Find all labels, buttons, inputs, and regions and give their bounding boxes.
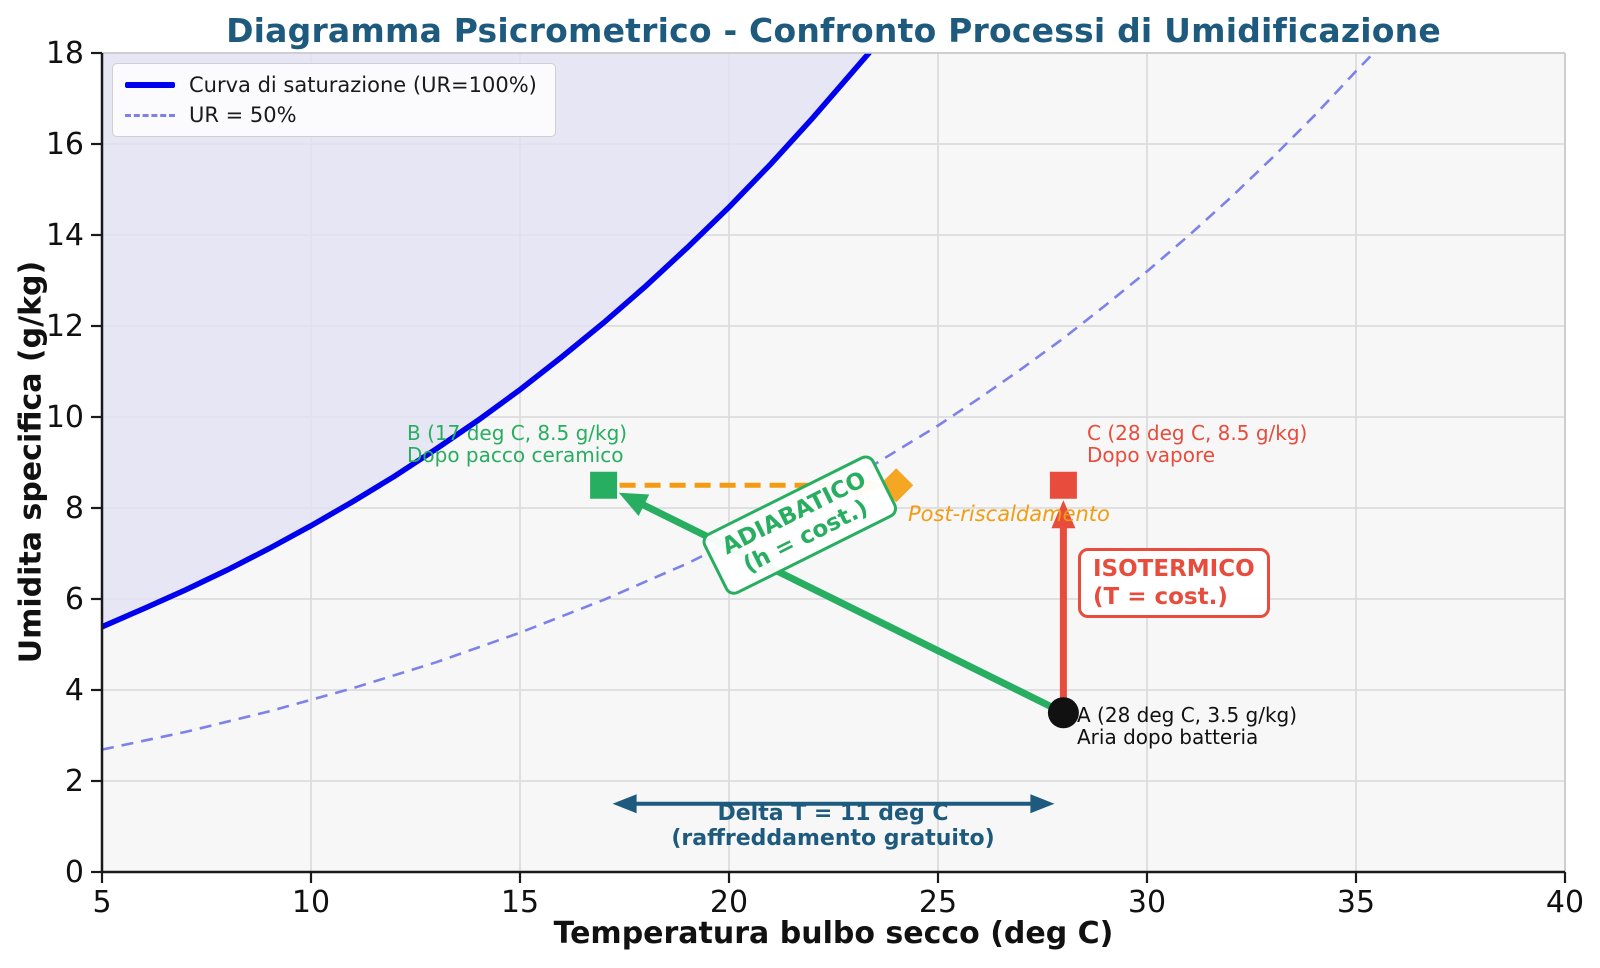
supersaturated-region bbox=[102, 53, 869, 627]
x-axis-label: Temperatura bulbo secco (deg C) bbox=[553, 916, 1114, 951]
x-tick-label: 40 bbox=[1546, 885, 1584, 920]
post-reheat-label: Post-riscaldamento bbox=[908, 502, 1110, 526]
legend: Curva di saturazione (UR=100%) UR = 50% bbox=[112, 63, 556, 137]
point-b-label-line2: Dopo pacco ceramico bbox=[407, 443, 624, 467]
delta-t-label: Delta T = 11 deg C (raffreddamento gratu… bbox=[671, 801, 994, 851]
legend-item-saturation: Curva di saturazione (UR=100%) bbox=[125, 72, 537, 98]
delta-t-arrow-head bbox=[1030, 794, 1055, 814]
x-tick-label: 30 bbox=[1128, 885, 1166, 920]
y-tick-label: 16 bbox=[46, 127, 84, 162]
point-b-label: B (17 deg C, 8.5 g/kg) Dopo pacco cerami… bbox=[407, 422, 627, 466]
delta-t-label-line2: (raffreddamento gratuito) bbox=[671, 826, 995, 851]
x-tick-label: 20 bbox=[710, 885, 748, 920]
point-A-marker bbox=[1047, 697, 1079, 729]
point-b-label-line1: B (17 deg C, 8.5 g/kg) bbox=[407, 421, 628, 445]
legend-line-ur50-icon bbox=[125, 113, 175, 117]
point-a-label: A (28 deg C, 3.5 g/kg) Aria dopo batteri… bbox=[1077, 704, 1297, 748]
y-tick-label: 2 bbox=[65, 764, 84, 799]
y-tick-label: 18 bbox=[46, 36, 84, 71]
adiabatico-arrow-head bbox=[618, 492, 650, 516]
saturation-curve bbox=[102, 53, 872, 630]
isothermal-box-line1: ISOTERMICO bbox=[1093, 556, 1255, 582]
x-tick-label: 10 bbox=[292, 885, 330, 920]
isothermal-process-box: ISOTERMICO (T = cost.) bbox=[1078, 548, 1270, 618]
point-a-label-line1: A (28 deg C, 3.5 g/kg) bbox=[1077, 703, 1298, 727]
x-tick-label: 5 bbox=[92, 885, 111, 920]
legend-item-ur50: UR = 50% bbox=[125, 102, 537, 128]
legend-line-saturation-icon bbox=[125, 82, 175, 88]
isothermal-box-line2: (T = cost.) bbox=[1093, 584, 1228, 610]
point-a-label-line2: Aria dopo batteria bbox=[1077, 725, 1259, 749]
x-tick-label: 15 bbox=[501, 885, 539, 920]
delta-t-arrow-head bbox=[612, 794, 637, 814]
point-c-label: C (28 deg C, 8.5 g/kg) Dopo vapore bbox=[1087, 422, 1307, 466]
x-tick-label: 35 bbox=[1337, 885, 1375, 920]
point-c-label-line2: Dopo vapore bbox=[1087, 443, 1216, 467]
ur50-curve bbox=[102, 53, 1375, 751]
point-c-label-line1: C (28 deg C, 8.5 g/kg) bbox=[1087, 421, 1308, 445]
legend-label-saturation: Curva di saturazione (UR=100%) bbox=[189, 73, 537, 97]
y-tick-label: 10 bbox=[46, 400, 84, 435]
isotermico-arrow-head bbox=[1051, 500, 1076, 529]
y-tick-label: 0 bbox=[65, 855, 84, 890]
y-tick-label: 12 bbox=[46, 309, 84, 344]
chart-title: Diagramma Psicrometrico - Confronto Proc… bbox=[226, 11, 1441, 50]
y-axis-label: Umidita specifica (g/kg) bbox=[13, 260, 49, 664]
legend-label-ur50: UR = 50% bbox=[189, 103, 297, 127]
point-B-marker bbox=[590, 471, 618, 499]
y-tick-label: 4 bbox=[65, 673, 84, 708]
x-tick-label: 25 bbox=[919, 885, 957, 920]
y-tick-label: 8 bbox=[65, 491, 84, 526]
delta-t-label-line1: Delta T = 11 deg C bbox=[717, 801, 949, 826]
y-tick-label: 6 bbox=[65, 582, 84, 617]
point-C-marker bbox=[1049, 471, 1077, 499]
y-tick-label: 14 bbox=[46, 218, 84, 253]
